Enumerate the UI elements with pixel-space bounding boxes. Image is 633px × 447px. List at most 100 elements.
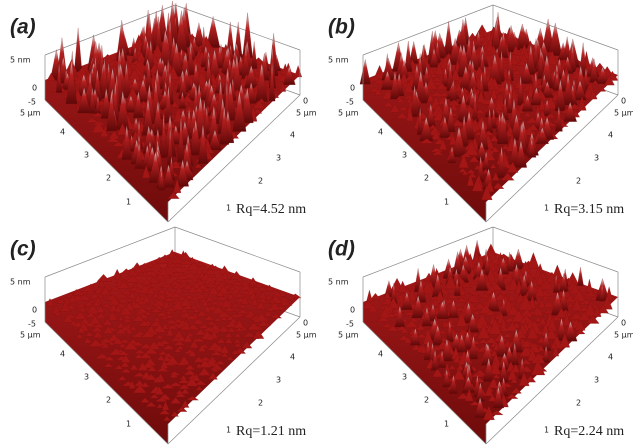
surface-peak [160,283,176,288]
surface-peak [108,340,115,346]
right-axis-label: 0 [303,319,308,328]
surface-peak [171,301,185,311]
surface-peak [163,415,171,421]
surface-peak [520,62,534,84]
surface-peak [448,133,458,145]
right-axis-label: 3 [276,154,281,163]
surface-peak [116,350,130,356]
right-axis-label: 4 [290,131,295,140]
surface-peak [91,326,103,333]
surface-peak [230,281,244,286]
surface-peak [487,378,499,389]
left-axis-label: 1 [444,420,449,429]
surface-peak [473,302,487,310]
surface-peak [102,318,113,326]
surface-peak [82,322,98,327]
surface-peak [471,332,479,337]
surface-peak [215,290,225,297]
surface-peak [185,364,196,370]
surface-peak [186,44,195,76]
surface-peak [178,91,187,109]
surface-peak [170,292,183,298]
surface-peak [503,273,514,279]
surface-peak [139,352,152,359]
left-axis-label: 4 [60,128,65,137]
surface-peak [162,322,169,330]
surface-peak [130,302,143,309]
surface-peak [407,286,416,291]
surface-peak [551,264,563,279]
surface-peak [487,291,500,312]
surface-peak [376,316,391,322]
surface-peak [586,279,593,293]
z-axis-label: 0 [350,84,355,93]
surface-peak [562,72,574,106]
surface-peak [94,353,110,359]
surface-peak [195,293,208,300]
surface-peak [460,282,472,288]
surface-peak [162,300,171,309]
surface-peak [140,397,150,403]
surface-peak [150,308,163,313]
surface-peak [502,332,513,338]
surface-peak [88,86,96,114]
panel-label: (d) [328,238,355,261]
surface-peak [539,279,554,290]
surface-peak [122,275,130,281]
right-axis-label: 1 [226,204,231,213]
surface-peak [253,108,263,114]
surface-peak [598,86,606,92]
surface-peak [401,291,413,310]
surface-peak [542,345,550,363]
surface-peak [121,125,132,160]
surface-peak [506,360,516,372]
surface-peak [488,394,497,402]
surface-peak [555,106,563,132]
surface-peak [283,66,296,85]
surface-peak [534,317,542,322]
surface-peak [114,328,128,334]
surface-peak [453,355,461,363]
surface-peak [489,163,497,169]
surface-peak [468,279,477,285]
right-axis-label: 4 [608,353,613,362]
surface-peak [411,295,425,319]
surface-peak [73,311,88,320]
surface-peak [563,321,578,342]
surface-peak [242,332,257,338]
surface-peak [466,169,476,174]
surface-peak [103,362,114,368]
surface-peak [485,266,496,282]
surface-peak [578,311,591,321]
surface-peak [394,305,405,328]
surface-peak [158,170,165,191]
surface-peak [430,349,440,371]
surface-peak [438,329,447,335]
surface-peak [170,411,179,417]
surface-peak [93,288,103,294]
z-axis-label: 5 nm [328,278,349,287]
surface-peak [480,65,489,92]
surface-peak [174,347,182,353]
surface-peak [466,173,475,186]
surface-peak [505,252,514,272]
surface-peak [220,300,233,308]
surface-peak [116,281,131,289]
surface-peak [140,270,149,277]
right-axis-label: 2 [576,399,581,408]
surface-peak [161,400,170,411]
surface-peak [163,352,174,358]
surface-peak [196,261,207,267]
surface-peak [416,107,424,135]
surface-peak [214,360,226,365]
roughness-value: Rq=1.21 nm [236,424,306,439]
surface-peak [131,341,144,347]
surface-peak [533,308,544,316]
surface-peak [528,294,537,309]
surface-peak [167,191,180,199]
surface-peak [158,275,167,282]
surface-peak [527,252,540,269]
roughness-value: Rq=4.52 nm [236,202,306,217]
right-axis-label: 2 [576,177,581,186]
box-edge [44,321,169,445]
